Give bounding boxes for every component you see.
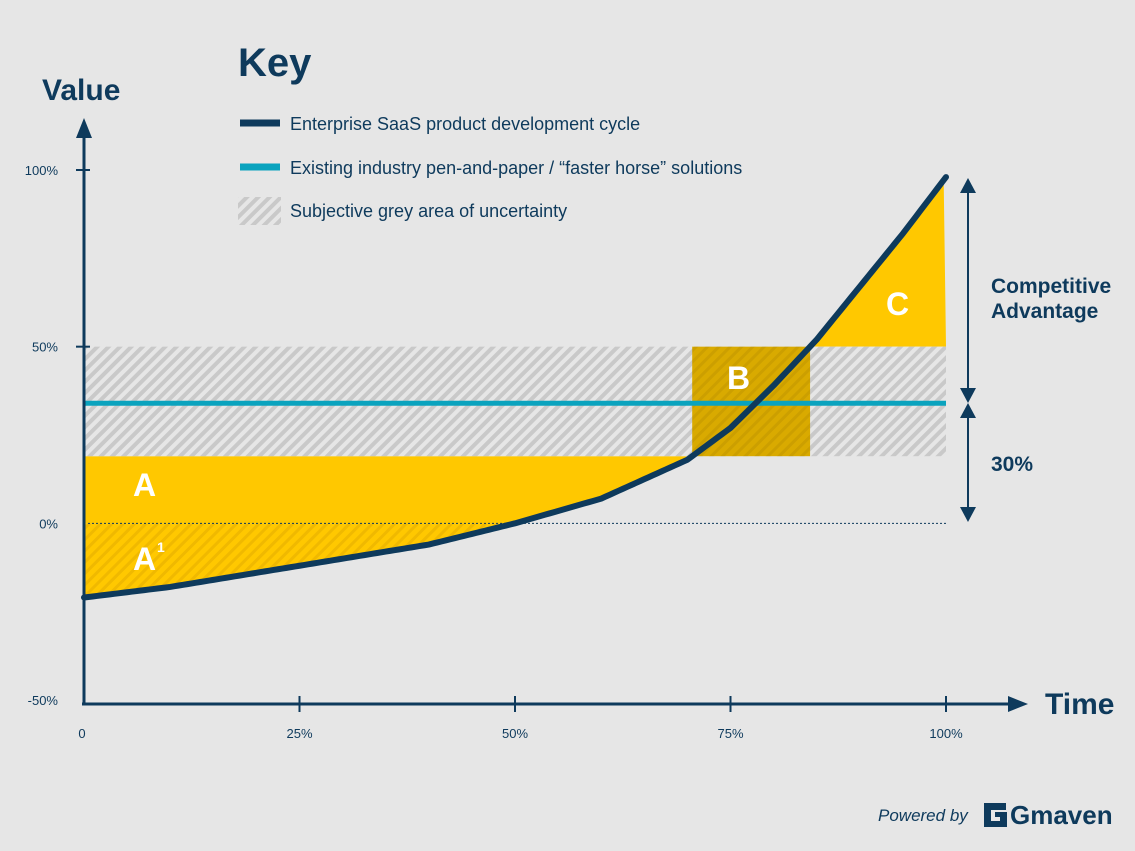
key-title: Key	[238, 41, 312, 85]
gap-arrow	[960, 403, 976, 522]
region-label-b: B	[727, 360, 750, 396]
legend-label-saas: Enterprise SaaS product development cycl…	[290, 114, 640, 134]
legend-label-uncertainty: Subjective grey area of uncertainty	[290, 201, 567, 221]
legend-label-industry: Existing industry pen-and-paper / “faste…	[290, 158, 742, 178]
annotation-advantage: Advantage	[991, 300, 1098, 323]
region-label-c: C	[886, 286, 909, 322]
x-tick-label: 25%	[286, 726, 312, 741]
legend-swatch-uncertainty	[238, 197, 281, 225]
y-tick-label: 100%	[25, 163, 59, 178]
x-axis-arrow-icon	[1008, 696, 1028, 712]
y-tick-label: 50%	[32, 340, 58, 355]
x-axis-title: Time	[1045, 688, 1114, 721]
region-label-a1: A	[133, 541, 156, 577]
y-axis-arrow-icon	[76, 118, 92, 138]
y-axis-title: Value	[42, 74, 120, 107]
region-a-area	[84, 456, 693, 524]
annotation-competitive: Competitive	[991, 275, 1111, 298]
brand-name: Gmaven	[1010, 800, 1113, 830]
annotation-gap: 30%	[991, 453, 1033, 476]
x-tick-label: 75%	[717, 726, 743, 741]
gmaven-logo-icon	[984, 803, 1007, 827]
x-tick-label: 50%	[502, 726, 528, 741]
y-tick-label: 0%	[39, 516, 58, 531]
region-label-a1-sup: 1	[157, 539, 165, 555]
x-tick-label: 100%	[929, 726, 963, 741]
series-saas-curve	[81, 174, 949, 601]
x-tick-label: 0	[78, 726, 85, 741]
region-a1-area	[84, 523, 515, 598]
region-label-a: A	[133, 467, 156, 503]
powered-by-text: Powered by	[878, 806, 969, 825]
y-tick-label: -50%	[28, 693, 59, 708]
competitive-advantage-arrow	[960, 178, 976, 403]
